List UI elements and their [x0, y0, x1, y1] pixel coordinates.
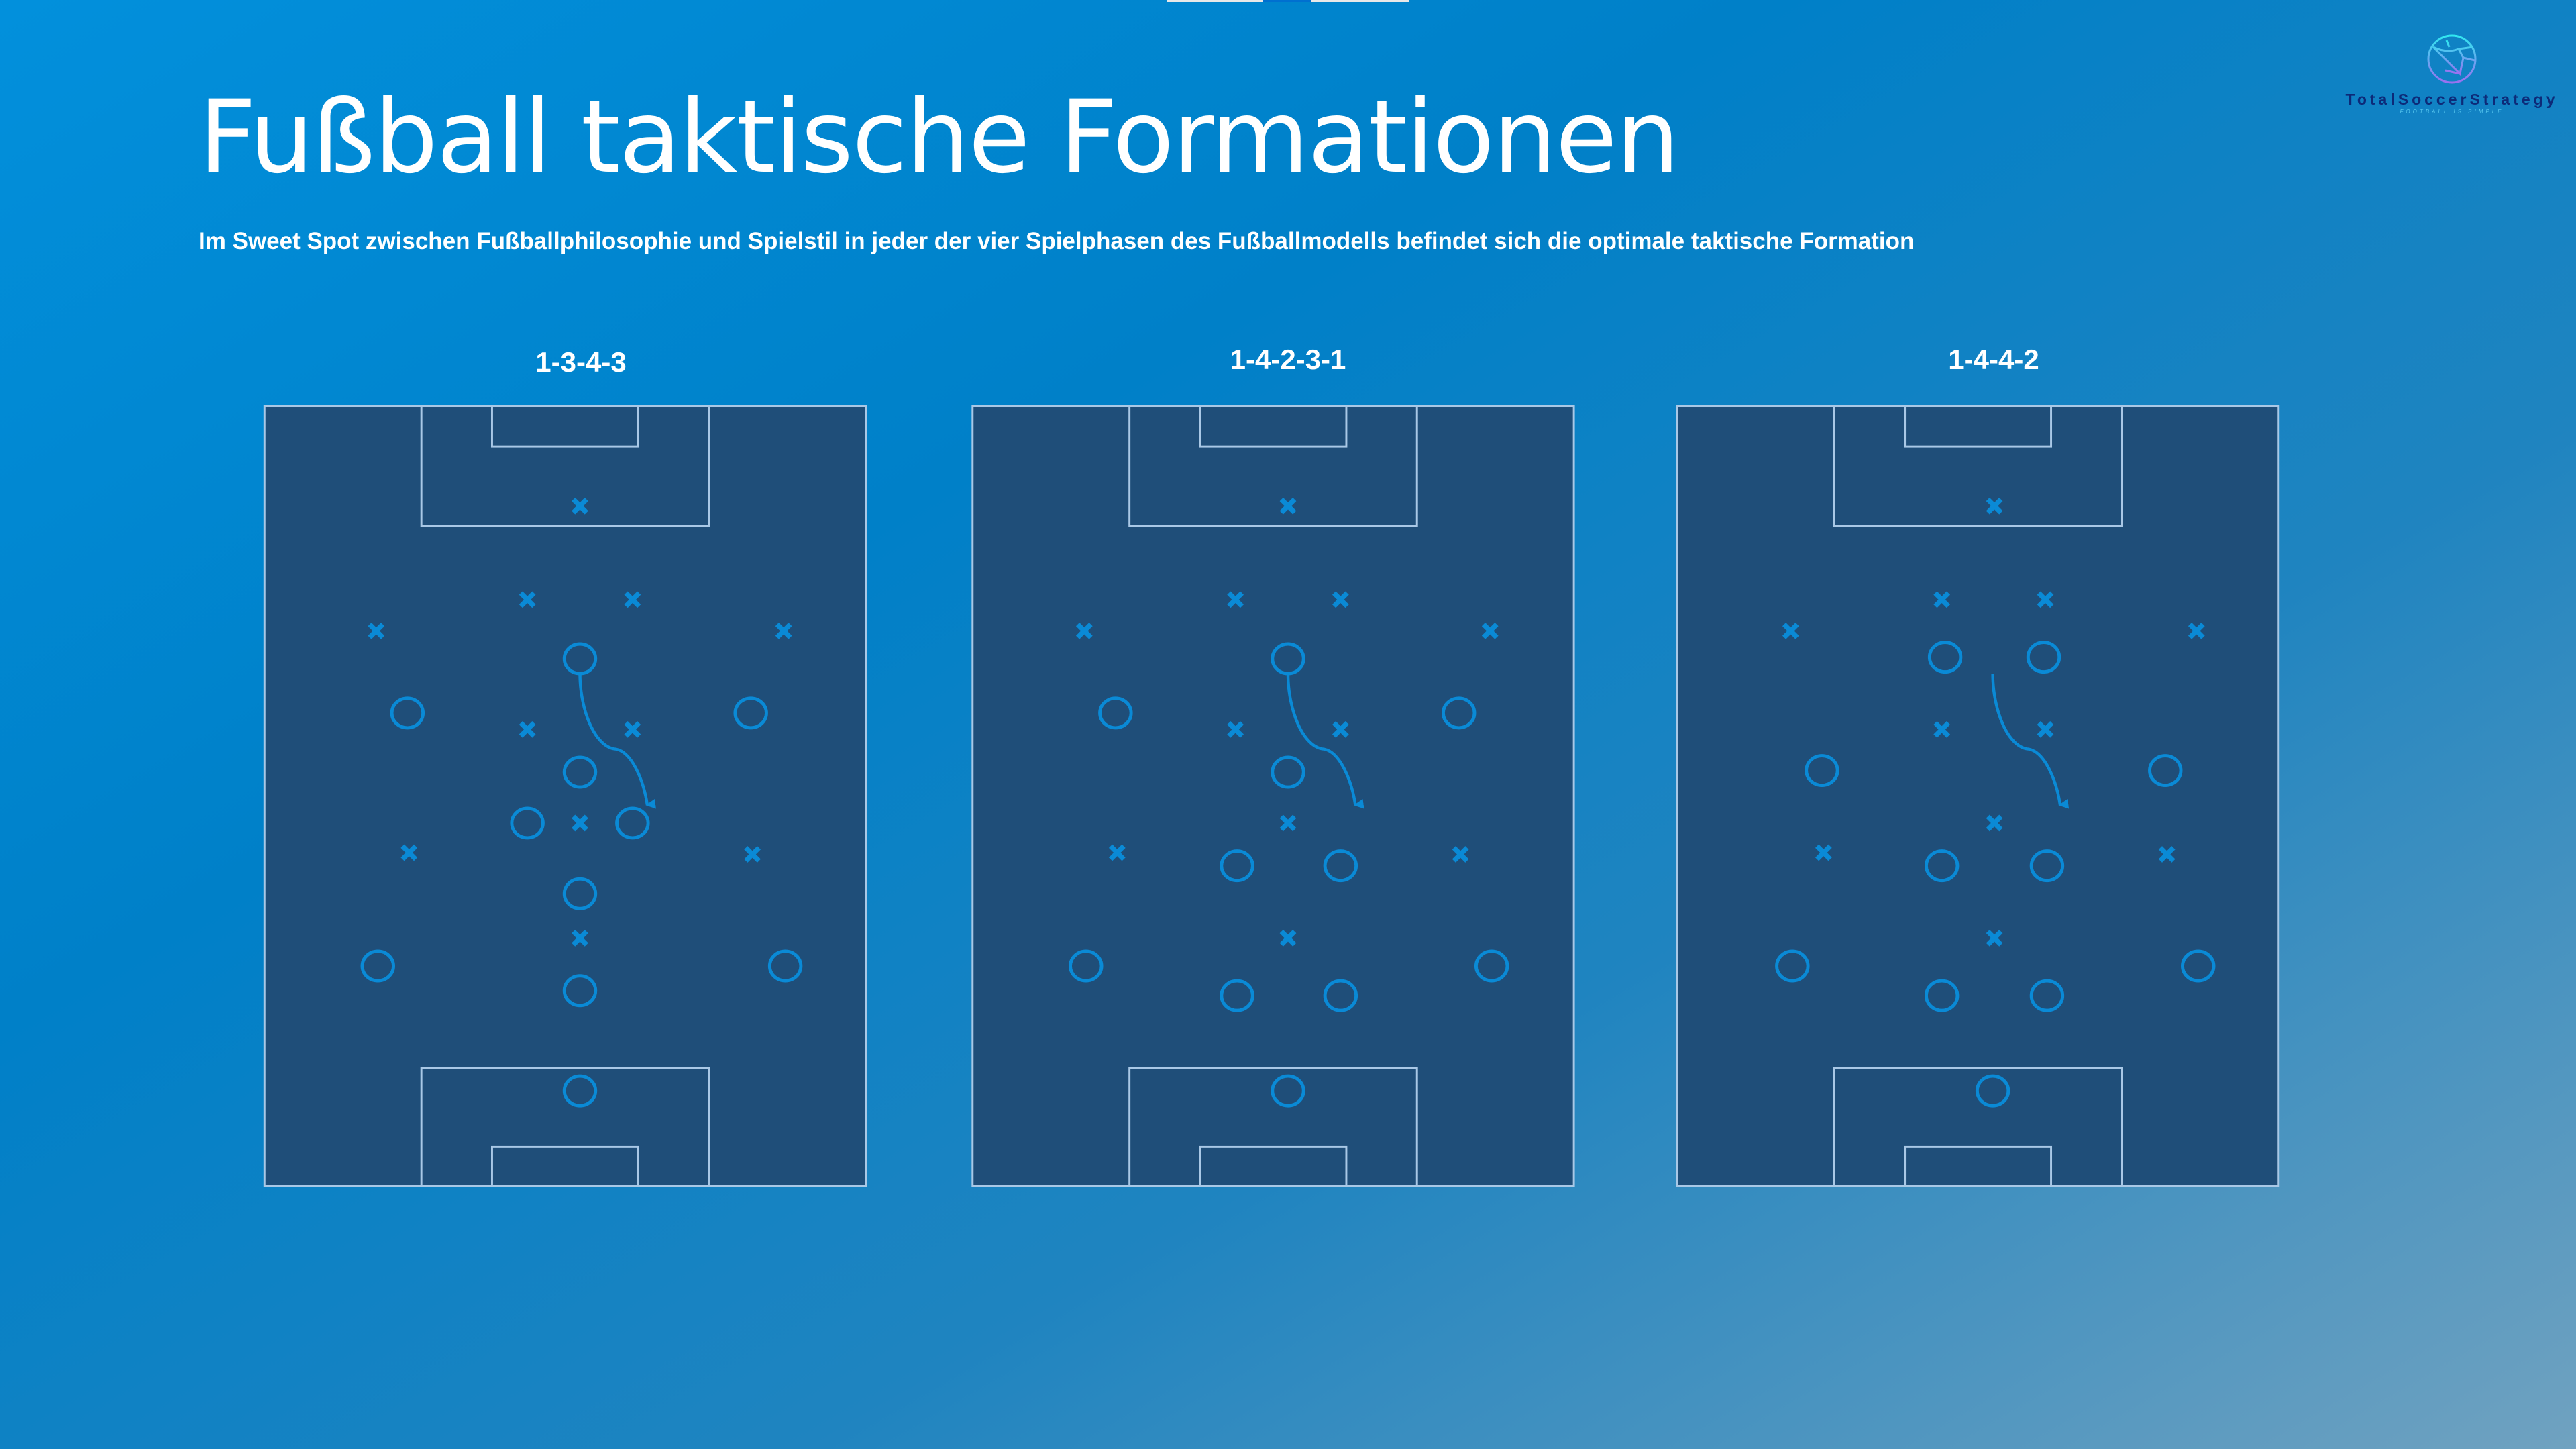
circle-marker-icon	[360, 949, 395, 983]
circle-marker-icon	[1069, 949, 1104, 983]
circle-marker-icon	[767, 949, 803, 983]
cross-marker-icon	[1075, 623, 1093, 639]
soccer-ball-icon	[2427, 34, 2477, 84]
logo: TotalSoccerStrategy FOOTBALL IS SIMPLE	[2341, 34, 2563, 115]
cross-marker-icon	[1227, 591, 1244, 608]
circle-marker-icon	[1474, 949, 1509, 983]
cross-marker-icon	[2037, 720, 2054, 738]
cross-marker-icon	[1815, 844, 1832, 861]
circle-marker-icon	[562, 877, 598, 910]
circle-marker-icon	[2181, 949, 2216, 983]
pitch	[971, 405, 1575, 1187]
cross-marker-icon	[1933, 591, 1951, 608]
circle-marker-icon	[615, 806, 650, 840]
goal-box-bottom	[491, 1145, 639, 1187]
goal-box-bottom	[1904, 1145, 2053, 1187]
circle-marker-icon	[2029, 979, 2065, 1012]
cross-marker-icon	[572, 497, 588, 515]
circle-marker-icon	[1098, 696, 1133, 730]
circle-marker-icon	[1924, 849, 1960, 883]
formation-label: 1-3-4-3	[535, 346, 627, 378]
goal-box-bottom	[1199, 1145, 1348, 1187]
page-title: Fußball taktische Formationen	[199, 79, 1680, 196]
circle-marker-icon	[733, 696, 768, 730]
cross-marker-icon	[1933, 720, 1951, 738]
circle-marker-icon	[1927, 641, 1963, 674]
top-bar-right	[1311, 0, 1409, 2]
cross-marker-icon	[1481, 623, 1499, 639]
cross-marker-icon	[1332, 591, 1349, 608]
top-bar-left	[1167, 0, 1263, 2]
circle-marker-icon	[1775, 949, 1810, 983]
cross-marker-icon	[368, 623, 385, 639]
circle-marker-icon	[510, 806, 545, 840]
logo-name: TotalSoccerStrategy	[2345, 91, 2559, 108]
cross-marker-icon	[1452, 846, 1469, 863]
cross-marker-icon	[624, 720, 641, 738]
cross-marker-icon	[519, 720, 536, 738]
circle-marker-icon	[562, 974, 598, 1008]
circle-marker-icon	[390, 696, 425, 730]
logo-tagline: FOOTBALL IS SIMPLE	[2400, 109, 2504, 115]
cross-marker-icon	[2188, 623, 2205, 639]
circle-marker-icon	[1805, 754, 1839, 788]
cross-marker-icon	[1332, 720, 1349, 738]
goal-box-top	[1904, 405, 2053, 448]
pitch-field	[263, 405, 867, 1187]
circle-marker-icon	[2029, 849, 2065, 883]
circle-marker-icon	[2148, 754, 2183, 788]
cross-marker-icon	[2037, 591, 2054, 608]
circle-marker-icon	[1924, 979, 1960, 1012]
cross-marker-icon	[1279, 497, 1297, 515]
cross-marker-icon	[572, 814, 588, 832]
top-bar-middle	[1263, 0, 1311, 2]
formation-label: 1-4-4-2	[1948, 343, 2039, 375]
cross-marker-icon	[624, 591, 641, 608]
cross-marker-icon	[744, 846, 761, 863]
pitch-field	[971, 405, 1575, 1187]
page-subtitle: Im Sweet Spot zwischen Fußballphilosophi…	[199, 228, 1915, 254]
cross-marker-icon	[1108, 844, 1126, 861]
pitch	[1676, 405, 2280, 1187]
cross-marker-icon	[2158, 846, 2176, 863]
circle-marker-icon	[1220, 849, 1254, 883]
formation-label: 1-4-2-3-1	[1230, 343, 1346, 375]
circle-marker-icon	[1441, 696, 1477, 730]
circle-marker-icon	[1271, 1074, 1305, 1108]
circle-marker-icon	[1323, 979, 1358, 1012]
cross-marker-icon	[1227, 720, 1244, 738]
cross-marker-icon	[1279, 929, 1297, 947]
cross-marker-icon	[1986, 814, 2003, 832]
circle-marker-icon	[1271, 755, 1305, 789]
arrow-icon	[1991, 674, 2070, 809]
cross-marker-icon	[1782, 623, 1799, 639]
cross-marker-icon	[400, 844, 418, 861]
goal-box-top	[491, 405, 639, 448]
cross-marker-icon	[775, 623, 792, 639]
cross-marker-icon	[1986, 929, 2003, 947]
goal-box-top	[1199, 405, 1348, 448]
cross-marker-icon	[1986, 497, 2003, 515]
arrow-icon	[578, 674, 657, 809]
circle-marker-icon	[562, 755, 598, 789]
pitch-field	[1676, 405, 2280, 1187]
cross-marker-icon	[519, 591, 536, 608]
circle-marker-icon	[1975, 1074, 2010, 1108]
circle-marker-icon	[2026, 641, 2061, 674]
arrow-icon	[1286, 674, 1364, 809]
cross-marker-icon	[1279, 814, 1297, 832]
pitch	[263, 405, 867, 1187]
circle-marker-icon	[1323, 849, 1358, 883]
circle-marker-icon	[562, 1074, 598, 1108]
circle-marker-icon	[1220, 979, 1254, 1012]
cross-marker-icon	[572, 929, 588, 947]
